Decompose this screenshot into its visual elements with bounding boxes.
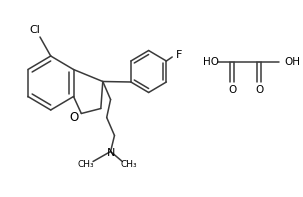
Text: O: O xyxy=(69,111,78,124)
Text: O: O xyxy=(255,85,264,95)
Text: F: F xyxy=(176,50,182,60)
Text: CH₃: CH₃ xyxy=(78,160,95,169)
Text: CH₃: CH₃ xyxy=(121,160,138,169)
Text: O: O xyxy=(228,85,236,95)
Text: N: N xyxy=(106,148,115,157)
Text: Cl: Cl xyxy=(30,25,41,35)
Text: HO: HO xyxy=(203,57,219,67)
Text: OH: OH xyxy=(285,57,301,67)
